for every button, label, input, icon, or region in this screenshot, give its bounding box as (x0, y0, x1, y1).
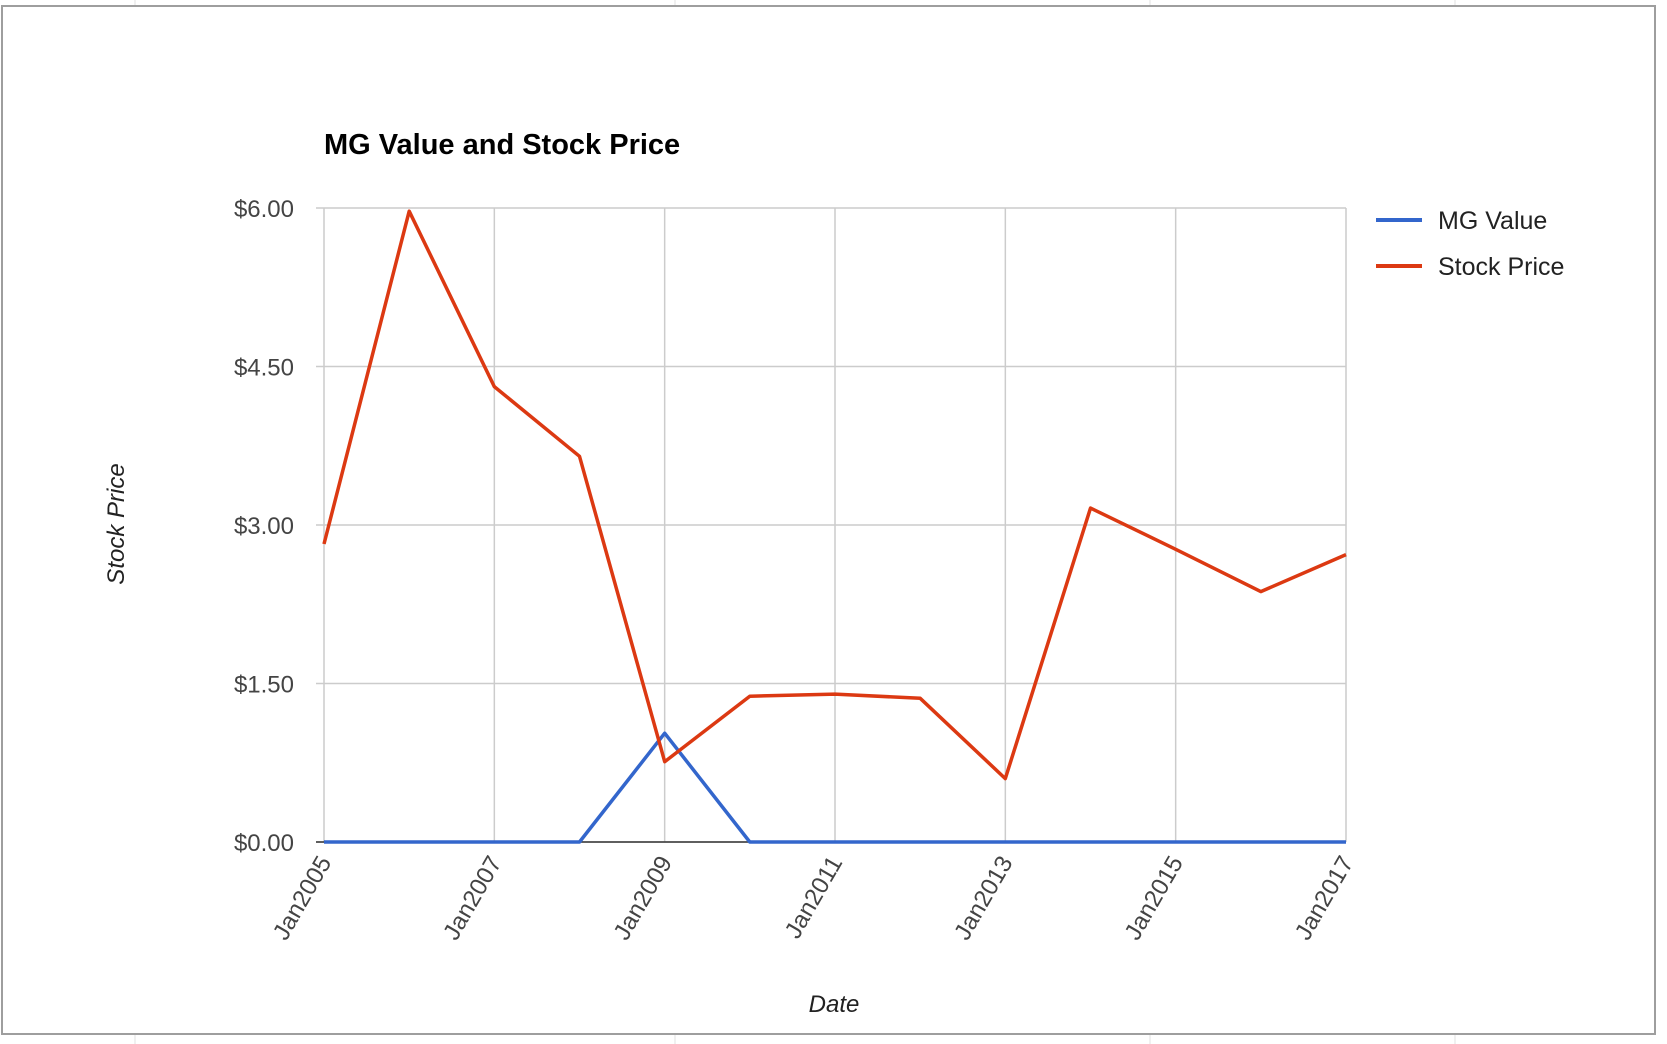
legend-label: Stock Price (1438, 253, 1564, 281)
x-tick-label: Jan2011 (780, 852, 849, 944)
y-tick-label: $1.50 (234, 672, 294, 699)
chart-gridlines (316, 207, 1347, 843)
y-axis-title: Stock Price (103, 463, 130, 584)
y-tick-label: $6.00 (234, 196, 294, 223)
x-tick-label: Jan2017 (1290, 852, 1359, 945)
y-axis-tick-labels: $0.00 $1.50 $3.00 $4.50 $6.00 (234, 196, 294, 857)
y-tick-label: $0.00 (234, 830, 294, 857)
chart-title: MG Value and Stock Price (324, 129, 680, 161)
y-tick-label: $4.50 (234, 355, 294, 382)
x-tick-label: Jan2005 (268, 852, 337, 945)
series-line-stock-price (322, 209, 1347, 781)
chart-container[interactable]: MG Value and Stock Price $0.00 $1.50 $3.00… (1, 5, 1656, 1035)
line-chart: MG Value and Stock Price $0.00 $1.50 $3.00… (103, 129, 1564, 1018)
x-tick-label: Jan2007 (438, 852, 507, 945)
legend-label: MG Value (1438, 207, 1547, 235)
x-axis-title: Date (809, 991, 860, 1018)
chart-legend: MG Value Stock Price (1376, 207, 1564, 281)
x-tick-label: Jan2009 (608, 852, 677, 945)
x-axis-tick-labels: Jan2005 Jan2007 Jan2009 Jan2011 Jan2013 Jan20… (268, 852, 1359, 945)
chart-series-lines (322, 209, 1347, 844)
y-tick-label: $3.00 (234, 513, 294, 540)
x-tick-label: Jan2013 (949, 852, 1018, 945)
x-tick-label: Jan2015 (1119, 852, 1188, 945)
